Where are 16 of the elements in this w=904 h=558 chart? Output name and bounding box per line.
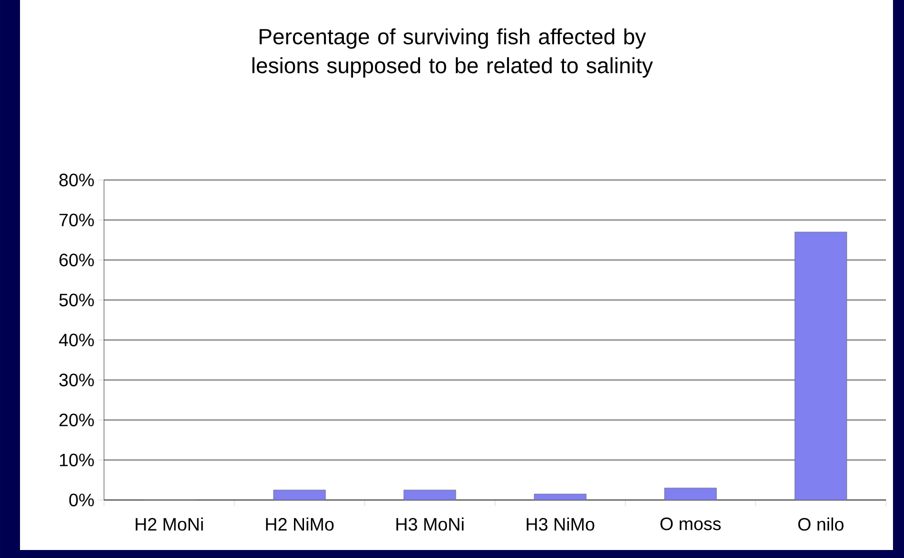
- y-tick-label: 30%: [59, 374, 94, 386]
- y-tick-label: 10%: [60, 454, 94, 466]
- y-tick-label: 20%: [60, 414, 94, 426]
- y-tick-label: 70%: [60, 214, 94, 226]
- x-tick-label: O nilo: [798, 518, 844, 531]
- x-tick-label: O moss: [660, 517, 721, 530]
- chart-title: Percentage of surviving fish affected by lesions supposed to be related to salinity: [252, 28, 653, 78]
- x-tick-label: H2 MoNi: [136, 518, 203, 531]
- y-tick-label: 50%: [59, 294, 94, 306]
- y-tick-label: 40%: [59, 334, 94, 346]
- x-tick-label: H3 MoNi: [396, 518, 464, 531]
- y-tick-label: 60%: [60, 254, 94, 266]
- y-tick-label: 0%: [69, 494, 94, 506]
- x-tick-label: H2 NiMo: [266, 518, 334, 531]
- x-tick-label: H3 NiMo: [526, 518, 594, 531]
- y-tick-label: 80%: [59, 174, 94, 186]
